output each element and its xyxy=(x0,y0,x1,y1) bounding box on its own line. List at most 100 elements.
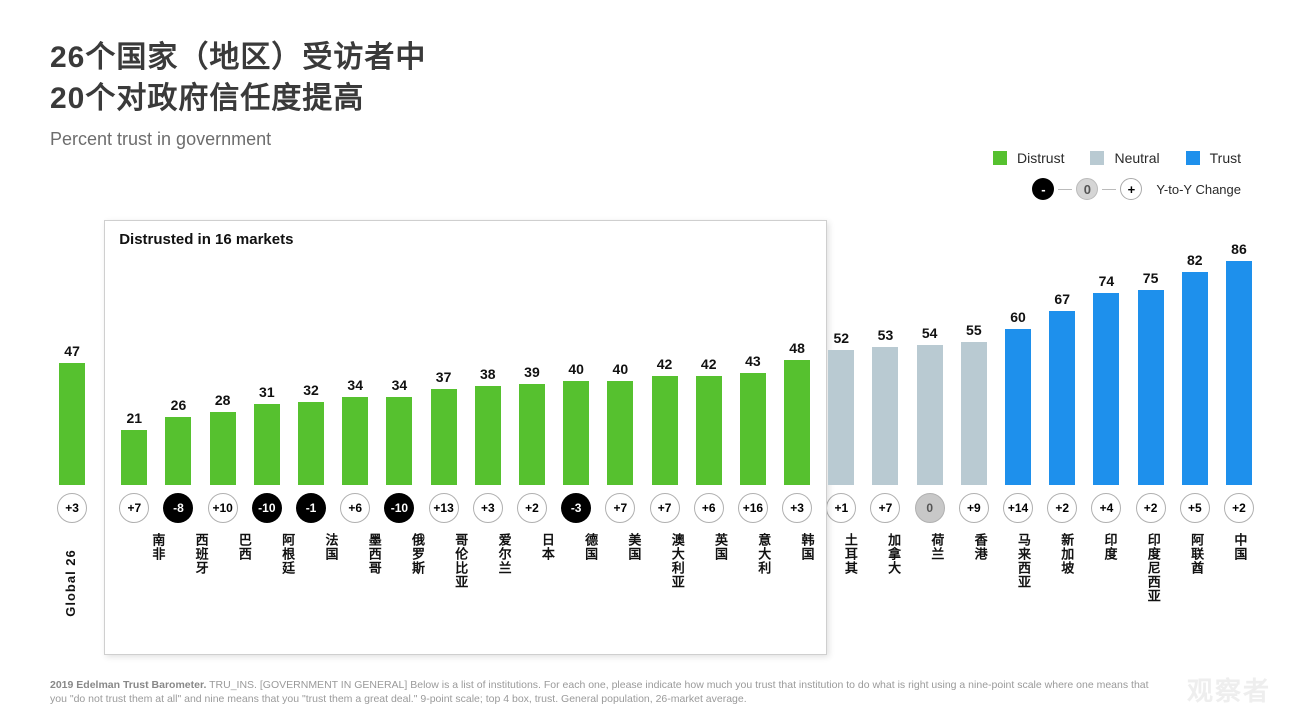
change-col: +7 xyxy=(863,493,907,523)
bar xyxy=(1138,290,1164,485)
legend-label-neutral: Neutral xyxy=(1114,150,1159,166)
bar-value: 60 xyxy=(1010,309,1026,325)
bar-col: 55 xyxy=(952,322,996,485)
country-label: 南非 xyxy=(150,533,164,603)
bar xyxy=(1049,311,1075,485)
change-col: +10 xyxy=(201,493,245,523)
bar-value: 34 xyxy=(347,377,363,393)
legend-swatch-trust xyxy=(1186,151,1200,165)
bar xyxy=(696,376,722,485)
bar-value: 32 xyxy=(303,382,319,398)
change-col: -1 xyxy=(289,493,333,523)
bar xyxy=(59,363,85,485)
change-col: +16 xyxy=(731,493,775,523)
country-label: 法国 xyxy=(323,533,337,603)
bar-col: 31 xyxy=(245,384,289,485)
label-col: 马来西亚 xyxy=(1001,533,1044,603)
country-label: 印度 xyxy=(1102,533,1116,603)
bar-col: 39 xyxy=(510,364,554,485)
change-circle: +10 xyxy=(208,493,238,523)
country-label: 印度尼西亚 xyxy=(1145,533,1159,603)
change-col: +6 xyxy=(687,493,731,523)
label-col: 爱尔兰 xyxy=(482,533,525,603)
change-circle: +7 xyxy=(870,493,900,523)
change-col: +2 xyxy=(1129,493,1173,523)
bar-col: 40 xyxy=(554,361,598,485)
change-circle: -10 xyxy=(252,493,282,523)
bar-col: 86 xyxy=(1217,241,1261,485)
change-col: +13 xyxy=(422,493,466,523)
watermark: 观察者 xyxy=(1187,671,1271,708)
bar-value: 42 xyxy=(701,356,717,372)
change-col: +1 xyxy=(819,493,863,523)
bar-value: 47 xyxy=(64,343,80,359)
change-row: +3+7-8+10-10-1+6-10+13+3+2-3+7+7+6+16+3+… xyxy=(50,493,1261,523)
bar xyxy=(431,389,457,485)
label-col: 意大利 xyxy=(741,533,784,603)
bar-value: 75 xyxy=(1143,270,1159,286)
change-circle: +3 xyxy=(782,493,812,523)
yty-minus-icon: - xyxy=(1032,178,1054,200)
bar-col: 37 xyxy=(422,369,466,485)
bar-value: 74 xyxy=(1099,273,1115,289)
country-label: 韩国 xyxy=(799,533,813,603)
legend-swatch-neutral xyxy=(1090,151,1104,165)
bar-value: 54 xyxy=(922,325,938,341)
change-col: +3 xyxy=(50,493,94,523)
change-circle: +5 xyxy=(1180,493,1210,523)
legend-yty: - 0 + Y-to-Y Change xyxy=(993,178,1241,200)
change-col: +7 xyxy=(112,493,156,523)
country-label: 阿联酋 xyxy=(1189,533,1203,603)
country-label: 爱尔兰 xyxy=(496,533,510,603)
bar-col: 34 xyxy=(333,377,377,485)
bar-value: 67 xyxy=(1054,291,1070,307)
title-block: 26个国家（地区）受访者中 20个对政府信任度提高 Percent trust … xyxy=(50,38,1241,150)
bar-value: 48 xyxy=(789,340,805,356)
country-label: 日本 xyxy=(540,533,554,603)
country-label: 澳大利亚 xyxy=(669,533,683,603)
change-col: +2 xyxy=(1040,493,1084,523)
bar xyxy=(519,384,545,485)
legend: Distrust Neutral Trust - 0 + Y-to-Y Chan… xyxy=(993,150,1241,200)
label-col: 法国 xyxy=(309,533,352,603)
change-circle: +16 xyxy=(738,493,768,523)
change-circle: +9 xyxy=(959,493,989,523)
bar xyxy=(342,397,368,485)
label-col: 韩国 xyxy=(785,533,828,603)
change-circle: +2 xyxy=(1047,493,1077,523)
change-circle: -8 xyxy=(163,493,193,523)
label-col: 德国 xyxy=(568,533,611,603)
country-label: 哥伦比亚 xyxy=(453,533,467,603)
bar-value: 26 xyxy=(171,397,187,413)
change-col: +4 xyxy=(1084,493,1128,523)
bar-value: 39 xyxy=(524,364,540,380)
bar xyxy=(298,402,324,485)
label-col: 哥伦比亚 xyxy=(439,533,482,603)
label-col: 阿联酋 xyxy=(1174,533,1217,603)
change-circle: -1 xyxy=(296,493,326,523)
bar-col: 32 xyxy=(289,382,333,485)
change-col: +9 xyxy=(952,493,996,523)
country-label: 土耳其 xyxy=(843,533,857,603)
bar xyxy=(652,376,678,485)
country-label: 德国 xyxy=(583,533,597,603)
change-circle: -3 xyxy=(561,493,591,523)
bar-value: 34 xyxy=(392,377,408,393)
country-label: 马来西亚 xyxy=(1016,533,1030,603)
change-circle: +2 xyxy=(1224,493,1254,523)
label-col: 巴西 xyxy=(222,533,265,603)
label-col: 土耳其 xyxy=(828,533,871,603)
legend-categories: Distrust Neutral Trust xyxy=(993,150,1241,166)
label-col: 澳大利亚 xyxy=(655,533,698,603)
label-col: 新加坡 xyxy=(1044,533,1087,603)
change-col: -10 xyxy=(377,493,421,523)
bar-col: 28 xyxy=(201,392,245,485)
bar-value: 43 xyxy=(745,353,761,369)
country-label: 俄罗斯 xyxy=(410,533,424,603)
change-circle: +2 xyxy=(1136,493,1166,523)
subtitle: Percent trust in government xyxy=(50,129,1241,150)
change-circle: 0 xyxy=(915,493,945,523)
change-circle: +2 xyxy=(517,493,547,523)
label-col: 俄罗斯 xyxy=(395,533,438,603)
change-circle: +14 xyxy=(1003,493,1033,523)
